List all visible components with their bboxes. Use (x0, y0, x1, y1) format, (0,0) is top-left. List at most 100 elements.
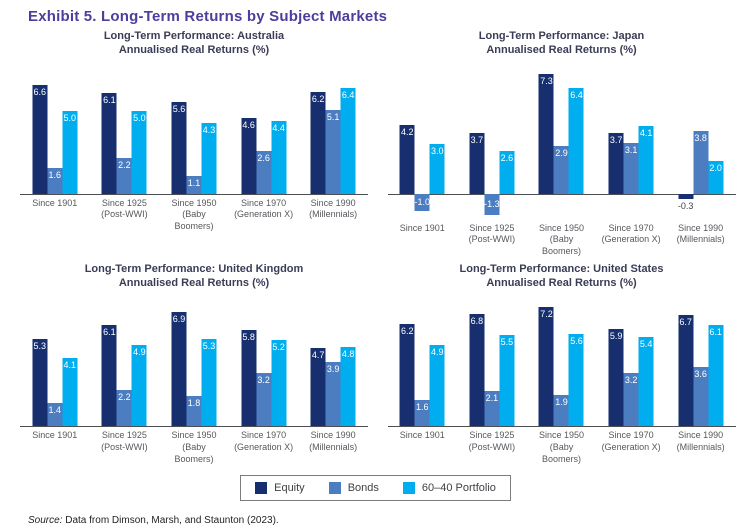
bar-group: 6.2 1.6 4.9 (399, 302, 445, 427)
value-label: 4.2 (401, 126, 414, 137)
value-label: 4.6 (242, 119, 255, 130)
legend-label: 60–40 Portfolio (421, 482, 496, 495)
bar-bonds: 1.6 (47, 167, 63, 194)
legend-swatch-icon (328, 482, 341, 495)
value-label: 7.3 (540, 75, 553, 86)
bar-60-40-portfolio: 2.0 (708, 160, 724, 194)
category-label: Since 1970 (Generation X) (601, 430, 661, 452)
value-label: 4.1 (639, 127, 653, 138)
value-label: 5.2 (272, 342, 285, 353)
group-cell: 5.3 1.4 4.1 (20, 302, 90, 427)
bar-60-40-portfolio: 6.4 (568, 87, 584, 194)
bar-equity: 6.8 (469, 314, 485, 427)
bar-60-40-portfolio: 4.3 (201, 122, 217, 194)
value-label: 4.8 (341, 349, 355, 360)
bar-60-40-portfolio: 2.6 (499, 150, 515, 194)
bar-equity: 6.7 (678, 315, 694, 427)
bar-bonds: 2.2 (116, 390, 132, 427)
chart-title: Long-Term Performance: Australia Annualis… (103, 30, 285, 57)
bar-bonds: 5.1 (325, 109, 341, 194)
bar-equity: 5.8 (241, 330, 257, 427)
value-label: 5.3 (202, 341, 216, 352)
bar-60-40-portfolio: 5.4 (638, 337, 654, 427)
bar-equity: 3.7 (608, 132, 624, 194)
bar-group: 6.7 3.6 6.1 (678, 302, 724, 427)
legend-swatch-icon (402, 482, 415, 495)
value-label: 4.4 (272, 122, 285, 133)
group-cell: 6.8 2.1 5.5 (457, 302, 527, 427)
value-label: 2.0 (709, 162, 722, 173)
bar-60-40-portfolio: 5.0 (131, 110, 147, 194)
group-cell: 4.2 -1.0 3.0 (388, 70, 458, 219)
bar-bonds: 2.6 (256, 150, 272, 194)
exhibit-title: Exhibit 5. Long-Term Returns by Subject … (28, 8, 388, 25)
x-axis-line (387, 426, 736, 428)
group-cell: 5.9 3.2 5.4 (596, 302, 666, 427)
value-label: 6.2 (401, 326, 414, 337)
bar-group: 4.2 -1.0 3.0 (399, 70, 445, 219)
group-cell: 3.7 3.1 4.1 (596, 70, 666, 219)
group-cell: 6.2 5.1 6.4 (298, 70, 368, 194)
value-label: 6.7 (679, 317, 692, 328)
value-label: 5.6 (172, 103, 186, 114)
bar-equity: 7.2 (538, 307, 554, 427)
bar-60-40-portfolio: 6.1 (708, 325, 724, 427)
value-label: 2.6 (257, 152, 270, 163)
bar-equity: 3.7 (469, 132, 485, 194)
bar-60-40-portfolio: 5.0 (62, 110, 78, 194)
category-axis: Since 1901 Since 1925 (Post-WWI) Since 1950… (388, 430, 736, 465)
legend-item: Equity (255, 482, 305, 495)
category-label: Since 1950 (Baby Boomers) (538, 222, 584, 256)
bar-group: 4.7 3.9 4.8 (310, 302, 356, 427)
category-label: Since 1901 (32, 430, 78, 441)
value-label: 6.1 (103, 327, 116, 338)
value-label: 2.6 (500, 152, 514, 163)
value-label: 4.9 (431, 347, 444, 358)
category-label: Since 1901 (399, 430, 445, 441)
legend-item: Bonds (328, 482, 379, 495)
category-axis: Since 1901 Since 1925 (Post-WWI) Since 1950… (388, 223, 736, 258)
category-label: Since 1990 (Millennials) (309, 430, 358, 452)
bar-group: 7.2 1.9 5.6 (538, 302, 584, 427)
value-label: 6.8 (470, 316, 484, 327)
bar-equity: 6.2 (399, 324, 415, 427)
bar-60-40-portfolio: 4.4 (271, 120, 287, 194)
value-label: 1.6 (416, 402, 429, 413)
value-label: 6.1 (103, 94, 116, 105)
bar-groups: 5.3 1.4 4.1 6.1 2.2 4.9 6.9 1.8 5.3 5.8 3.2 5.2 4.7 3… (20, 302, 368, 427)
value-label: 1.4 (48, 405, 62, 416)
value-label: 6.4 (570, 89, 583, 100)
value-label: 2.1 (485, 393, 499, 404)
bar-equity: 6.1 (101, 92, 117, 194)
group-cell: 4.6 2.6 4.4 (229, 70, 299, 194)
source-note: Source: Data from Dimson, Marsh, and Sta… (28, 515, 743, 526)
group-cell: 6.1 2.2 4.9 (90, 302, 160, 427)
charts-grid: Long-Term Performance: Australia Annualis… (8, 29, 743, 465)
bar-group: 6.1 2.2 4.9 (101, 302, 147, 427)
chart-title: Long-Term Performance: Japan Annualised R… (478, 30, 645, 57)
plot-area: 5.3 1.4 4.1 6.1 2.2 4.9 6.9 1.8 5.3 5.8 3.2 5.2 4.7 3… (20, 302, 368, 428)
bar-equity: 6.6 (32, 84, 48, 194)
bar-group: 5.8 3.2 5.2 (241, 302, 287, 427)
bar-group: 3.7 -1.3 2.6 (469, 70, 515, 219)
value-label: 5.1 (326, 111, 340, 122)
legend-label: Bonds (347, 482, 379, 495)
bar-bonds: -1.3 (484, 193, 500, 215)
value-label: 7.2 (540, 309, 553, 320)
category-label: Since 1901 (32, 197, 78, 208)
bar-60-40-portfolio: 4.9 (131, 345, 147, 427)
value-label: 3.7 (609, 134, 623, 145)
bar-60-40-portfolio: 5.2 (271, 340, 287, 427)
bar-bonds: 1.4 (47, 403, 63, 427)
bar-60-40-portfolio: 5.3 (201, 339, 217, 427)
value-label: 5.3 (33, 341, 47, 352)
bar-equity: 6.2 (310, 91, 326, 194)
bar-equity (678, 193, 694, 199)
category-label: Since 1925 (Post-WWI) (468, 430, 516, 452)
category-label: Since 1925 (Post-WWI) (101, 197, 148, 220)
value-label: 3.7 (470, 134, 484, 145)
value-label: 2.2 (118, 159, 131, 170)
bar-equity: 5.3 (32, 339, 48, 427)
category-label: Since 1925 (Post-WWI) (468, 222, 516, 245)
plot-area: 6.2 1.6 4.9 6.8 2.1 5.5 7.2 1.9 5.6 5.9 3.2 5.4 6.7 3… (387, 302, 736, 428)
